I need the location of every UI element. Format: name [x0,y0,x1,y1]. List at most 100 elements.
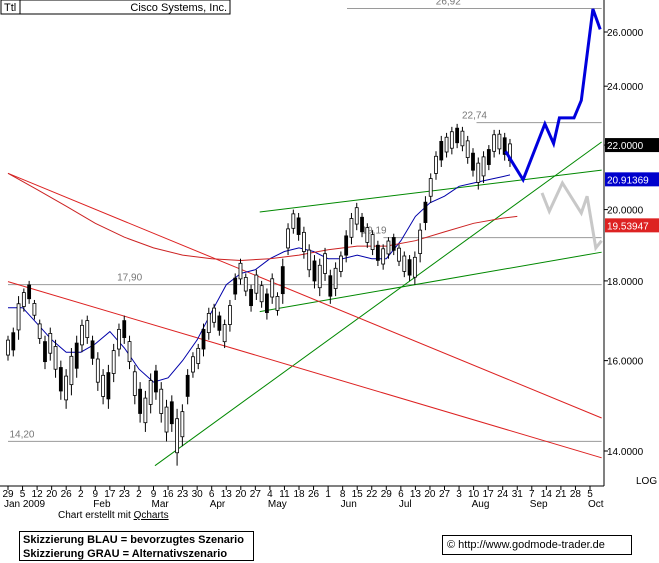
candle-body-43 [233,277,238,295]
candle-body-53 [286,228,290,249]
candle-body-28 [154,370,158,393]
month-label-1: Feb [93,499,111,510]
candle-body-29 [159,388,164,414]
price-badge-label-2: 19.53947 [607,221,649,232]
candle-body-74 [397,247,401,262]
legend-gray: Skizzierung GRAU = Alternativszenario [23,548,228,560]
x-tick-label-7: 17 [104,489,116,500]
candle-body-52 [280,266,285,295]
x-tick-label-25: 22 [366,489,378,500]
candle-body-39 [212,307,216,323]
month-label-3: Apr [210,499,226,510]
qcharts-link[interactable]: Qcharts [133,510,169,521]
candle-body-61 [328,275,333,297]
candle-body-47 [254,274,259,294]
candle-body-11 [64,375,69,401]
x-tick-label-14: 6 [209,489,215,500]
candle-body-81 [434,155,438,174]
y-axis: 26.0000 24.0000 22.0000 20.0000 18.0000 16.00… [604,28,659,458]
x-tick-label-6: 9 [93,489,99,500]
candle-body-72 [386,240,391,255]
x-tick-label-2: 12 [32,489,44,500]
candle-body-44 [238,262,243,280]
candle-body-57 [307,249,312,271]
candle-body-12 [69,355,74,386]
trendline-0 [154,141,602,467]
candle-body-65 [349,218,354,238]
x-tick-label-11: 16 [162,489,174,500]
candle-body-92 [492,134,497,152]
month-label-7: Aug [472,499,490,510]
level-label-4: 14,20 [9,429,34,440]
company-name: Cisco Systems, Inc. [130,2,227,14]
candle-body-70 [375,244,380,261]
candle-body-17 [95,358,100,383]
candle-body-90 [481,156,486,177]
candle-body-93 [497,133,502,150]
candle-body-50 [270,278,275,298]
x-tick-label-38: 21 [555,489,567,500]
y-tick-label-1: 24.0000 [607,82,644,93]
symbol-label: Ttl [4,2,16,14]
y-tick-label-6: 14.0000 [607,447,644,458]
price-badge-0 [605,138,659,153]
source-url[interactable]: © http://www.godmode-trader.de [442,535,632,555]
candle-body-33 [180,411,185,438]
candle-body-25 [138,388,142,414]
candle-body-6 [37,323,42,339]
credit-prefix: Chart erstellt mit [58,510,134,521]
candle-body-5 [32,303,37,316]
candle-body-80 [428,178,433,197]
candle-body-13 [74,342,79,369]
x-tick-label-17: 27 [250,489,262,500]
x-tick-label-16: 20 [235,489,247,500]
candle-body-88 [471,152,475,171]
candle-body-40 [217,315,222,331]
candle-body-86 [460,130,465,147]
candle-body-56 [302,231,306,252]
candle-body-94 [502,137,507,155]
x-tick-label-28: 13 [410,489,422,500]
x-tick-label-8: 23 [119,489,131,500]
candle-body-62 [333,267,338,289]
x-tick-label-3: 20 [46,489,58,500]
x-tick-label-5: 2 [78,489,84,500]
candle-body-38 [206,313,211,334]
price-badge-label-1: 20.91369 [607,175,649,186]
candle-body-64 [344,235,349,256]
candle-body-84 [449,131,454,149]
candle-body-7 [43,341,47,363]
candle-body-91 [486,149,491,165]
candle-body-30 [164,406,169,433]
x-tick-label-13: 30 [192,489,204,500]
candle-body-27 [148,380,153,405]
x-tick-label-39: 28 [570,489,582,500]
x-tick-label-0: 29 [2,489,14,500]
x-tick-label-33: 17 [483,489,495,500]
x-tick-label-20: 18 [293,489,305,500]
x-tick-label-37: 14 [541,489,553,500]
level-label-0: 26,92 [436,0,461,7]
candle-body-36 [196,347,201,364]
candle-body-49 [265,293,269,314]
candle-body-26 [143,397,148,424]
candle-body-31 [169,401,174,425]
candle-body-3 [21,292,26,307]
x-tick-label-40: 5 [587,489,593,500]
candle-body-54 [291,213,296,229]
candles [6,123,512,466]
candle-body-34 [185,374,190,397]
candle-body-1 [11,332,16,351]
month-label-5: Jun [341,499,357,510]
month-label-4: May [268,499,287,510]
x-tick-label-1: 5 [20,489,26,500]
candle-body-24 [132,371,137,396]
x-tick-label-34: 24 [497,489,509,500]
candle-body-14 [80,324,84,346]
candle-body-78 [418,229,423,254]
candle-body-0 [6,339,10,356]
x-tick-label-24: 15 [352,489,364,500]
x-tick-label-31: 3 [456,489,462,500]
candle-body-35 [191,356,195,373]
x-tick-label-32: 10 [468,489,480,500]
